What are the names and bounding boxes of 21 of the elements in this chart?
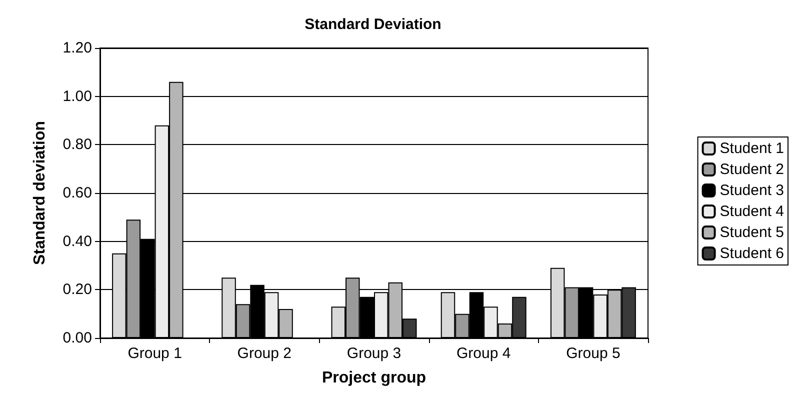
x-tick-label: Group 3 — [346, 345, 402, 362]
chart-title: Standard Deviation — [304, 16, 442, 33]
legend-label: Student 1 — [720, 140, 784, 157]
y-tick-label: 0.20 — [62, 281, 92, 298]
legend-label: Student 5 — [720, 224, 784, 241]
x-tick-label: Group 1 — [128, 345, 182, 362]
x-tick-label: Group 5 — [566, 345, 620, 362]
x-axis-title: Project group — [322, 370, 426, 386]
y-tick-label: 0.40 — [62, 232, 92, 250]
legend-label: Student 3 — [720, 182, 784, 199]
legend-label: Student 4 — [720, 203, 784, 220]
y-tick-label: 1.00 — [62, 88, 92, 105]
y-axis-title: Standard deviation — [32, 120, 48, 266]
y-tick-label: 0.80 — [62, 136, 92, 154]
y-tick-label: 0.00 — [62, 330, 92, 346]
x-tick-label: Group 4 — [456, 345, 511, 362]
y-tick-label: 0.60 — [62, 184, 92, 202]
x-tick-label: Group 2 — [237, 345, 292, 362]
legend-label: Student 6 — [720, 245, 784, 262]
y-tick-label: 1.20 — [62, 40, 92, 56]
legend-label: Student 2 — [720, 161, 784, 178]
